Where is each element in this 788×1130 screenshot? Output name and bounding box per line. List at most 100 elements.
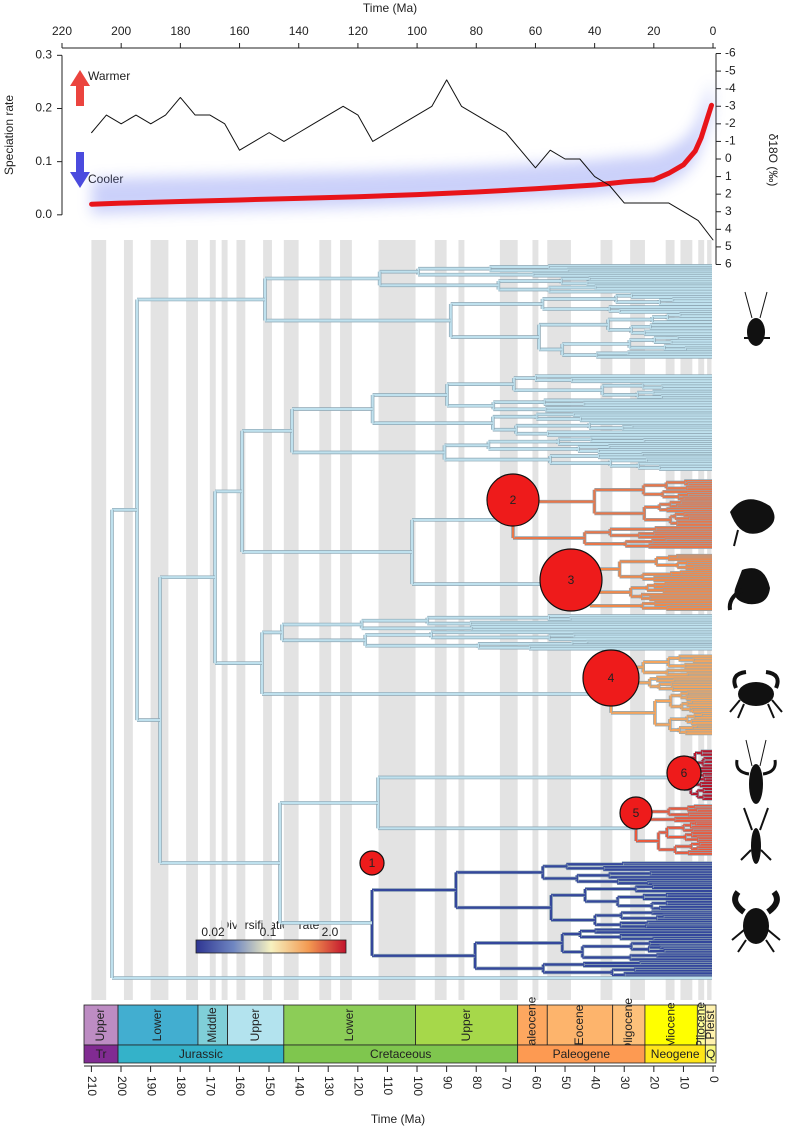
x-tick-label: 110 xyxy=(381,1076,395,1095)
cool-arrow xyxy=(70,152,90,188)
x-tick-label: 180 xyxy=(174,1076,188,1096)
stage-stripe xyxy=(434,240,447,1000)
y2-tick-label: 1 xyxy=(725,169,732,183)
x-tick-label: 180 xyxy=(170,24,190,38)
y2-tick-label: 0 xyxy=(725,151,732,165)
x-tick-label: 220 xyxy=(52,24,72,38)
epoch xyxy=(117,1004,199,1046)
y-tick-label: 0.3 xyxy=(35,47,52,61)
rate-band xyxy=(91,80,712,215)
x-tick-label: 100 xyxy=(407,24,427,38)
x-tick-label: 120 xyxy=(348,24,368,38)
x-tick-label: 40 xyxy=(588,1076,602,1090)
period-label: Jurassic xyxy=(179,1047,223,1061)
silhouette xyxy=(744,291,770,346)
colorbar xyxy=(195,939,347,954)
y2-tick-label: -1 xyxy=(725,134,736,148)
x-tick-label: 160 xyxy=(230,24,250,38)
colorbar-tick-label: 2.0 xyxy=(322,925,339,939)
bottom-x-label: Time (Ma) xyxy=(371,1112,425,1126)
stage-stripe xyxy=(236,240,246,1000)
period-label: Tr xyxy=(96,1047,107,1061)
x-tick-label: 50 xyxy=(559,1076,573,1090)
y2-tick-label: 3 xyxy=(725,204,732,218)
stage-stripe xyxy=(458,240,465,1000)
silhouette xyxy=(731,890,781,953)
y2-tick-label: 4 xyxy=(725,221,732,235)
epoch-label: Pliocene xyxy=(694,1002,708,1048)
y-tick-label: 0.2 xyxy=(35,101,52,115)
speciation-line xyxy=(89,102,715,207)
epoch-label: Upper xyxy=(93,1009,107,1042)
epoch-label: Miocene xyxy=(663,1002,677,1048)
stage-stripe xyxy=(209,240,216,1000)
stage-stripe xyxy=(499,240,518,1000)
silhouettes xyxy=(727,291,783,953)
top-x-label: Time (Ma) xyxy=(363,1,417,15)
x-tick-label: 10 xyxy=(677,1076,691,1090)
x-tick-label: 210 xyxy=(85,1076,99,1096)
stage-stripe xyxy=(123,240,133,1000)
stage-stripe xyxy=(283,240,299,1000)
epoch xyxy=(644,1004,698,1046)
period-label: Paleogene xyxy=(553,1047,611,1061)
epoch-label: Pleist xyxy=(703,1010,717,1040)
epoch xyxy=(83,1004,119,1046)
x-tick-label: 160 xyxy=(233,1076,247,1096)
epoch-label: Oligocene xyxy=(621,998,635,1052)
x-tick-label: 0 xyxy=(707,1076,721,1083)
epoch xyxy=(415,1004,519,1046)
stage-stripe xyxy=(319,240,332,1000)
colorbar-tick-label: 0.02 xyxy=(201,925,225,939)
stage-stripe xyxy=(186,240,198,1000)
x-tick-label: 90 xyxy=(440,1076,454,1090)
x-tick-label: 40 xyxy=(588,24,602,38)
x-tick-label: 100 xyxy=(411,1076,425,1096)
x-tick-label: 140 xyxy=(289,24,309,38)
rate-shift-label: 6 xyxy=(681,766,688,780)
epoch xyxy=(283,1004,416,1046)
rate-shift-label: 3 xyxy=(568,573,575,587)
x-tick-label: 30 xyxy=(618,1076,632,1090)
epoch-label: Middle xyxy=(205,1007,219,1043)
x-tick-label: 140 xyxy=(292,1076,306,1096)
x-tick-label: 170 xyxy=(204,1076,218,1096)
y-label: Speciation rate xyxy=(2,95,16,175)
y2-tick-label: -5 xyxy=(725,63,736,77)
period-label: Neogene xyxy=(651,1047,700,1061)
y2-tick-label: -6 xyxy=(725,46,736,60)
rate-shift xyxy=(486,473,540,527)
stage-stripe xyxy=(340,240,352,1000)
rate-shift-label: 4 xyxy=(608,671,615,685)
y2-tick-label: -3 xyxy=(725,98,736,112)
rate-shift-label: 1 xyxy=(369,856,376,870)
y-tick-label: 0.0 xyxy=(35,207,52,221)
rate-shift xyxy=(539,548,603,612)
y2-tick-label: 6 xyxy=(725,257,732,271)
silhouette xyxy=(730,499,775,547)
epoch-label: Upper xyxy=(248,1009,262,1042)
silhouette xyxy=(729,670,783,719)
y2-tick-label: 5 xyxy=(725,239,732,253)
rate-shift-label: 5 xyxy=(633,806,640,820)
x-tick-label: 150 xyxy=(263,1076,277,1096)
x-tick-label: 80 xyxy=(470,24,484,38)
stage-stripe xyxy=(263,240,272,1000)
rate-shift xyxy=(619,796,653,830)
y2-label: δ18O (‰) xyxy=(766,134,780,187)
x-tick-label: 80 xyxy=(470,1076,484,1090)
x-tick-label: 60 xyxy=(529,1076,543,1090)
stage-stripe xyxy=(91,240,107,1000)
epoch-label: Lower xyxy=(342,1009,356,1042)
silhouette xyxy=(740,807,772,864)
stage-stripe xyxy=(532,240,539,1000)
annotation: Warmer xyxy=(88,69,130,83)
rate-shift-label: 2 xyxy=(510,493,517,507)
epoch-label: Lower xyxy=(150,1009,164,1042)
x-tick-label: 60 xyxy=(529,24,543,38)
x-tick-label: 200 xyxy=(111,24,131,38)
x-tick-label: 20 xyxy=(647,24,661,38)
warm-arrow xyxy=(70,70,90,106)
y2-tick-label: 2 xyxy=(725,186,732,200)
